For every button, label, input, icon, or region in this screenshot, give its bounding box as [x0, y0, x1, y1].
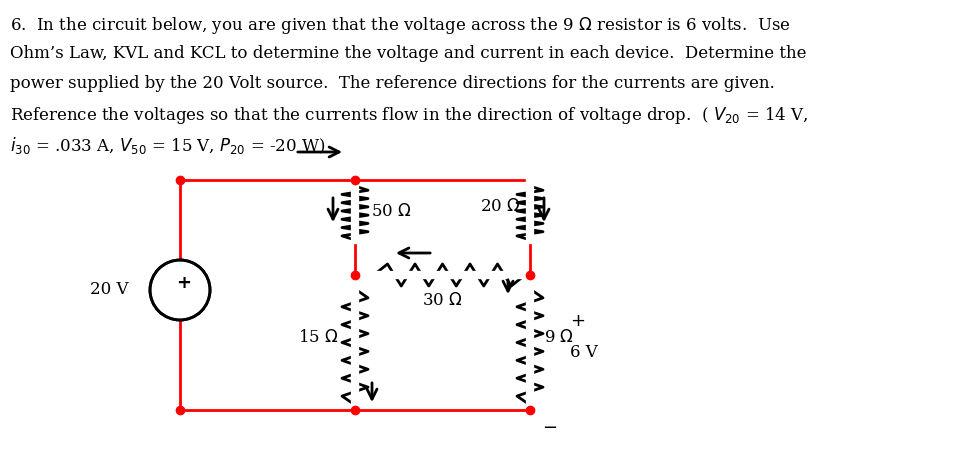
Text: Reference the voltages so that the currents flow in the direction of voltage dro: Reference the voltages so that the curre… [10, 105, 808, 126]
Text: 6 V: 6 V [570, 344, 598, 361]
Text: +: + [570, 312, 585, 329]
Text: 20 $\Omega$: 20 $\Omega$ [480, 197, 521, 214]
Text: Ohm’s Law, KVL and KCL to determine the voltage and current in each device.  Det: Ohm’s Law, KVL and KCL to determine the … [10, 45, 806, 62]
Text: 50 $\Omega$: 50 $\Omega$ [371, 203, 411, 219]
Text: +: + [176, 274, 192, 292]
Text: power supplied by the 20 Volt source.  The reference directions for the currents: power supplied by the 20 Volt source. Th… [10, 75, 774, 92]
Text: 30 $\Omega$: 30 $\Omega$ [422, 292, 463, 309]
Circle shape [150, 260, 210, 320]
Text: 15 $\Omega$: 15 $\Omega$ [298, 329, 339, 346]
Text: 6.  In the circuit below, you are given that the voltage across the 9 $\Omega$ r: 6. In the circuit below, you are given t… [10, 15, 791, 36]
Text: 20 V: 20 V [89, 282, 128, 298]
Text: −: − [542, 419, 558, 437]
Text: 9 $\Omega$: 9 $\Omega$ [544, 329, 574, 346]
Text: $i_{30}$ = .033 A, $V_{50}$ = 15 V, $P_{20}$ = -20 W): $i_{30}$ = .033 A, $V_{50}$ = 15 V, $P_{… [10, 135, 325, 156]
